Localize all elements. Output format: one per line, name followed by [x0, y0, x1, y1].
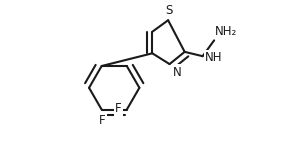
Text: NH: NH — [205, 51, 223, 64]
Text: F: F — [115, 102, 122, 115]
Text: N: N — [173, 66, 181, 79]
Text: NH₂: NH₂ — [215, 25, 237, 38]
Text: F: F — [99, 114, 106, 127]
Text: S: S — [165, 4, 173, 17]
